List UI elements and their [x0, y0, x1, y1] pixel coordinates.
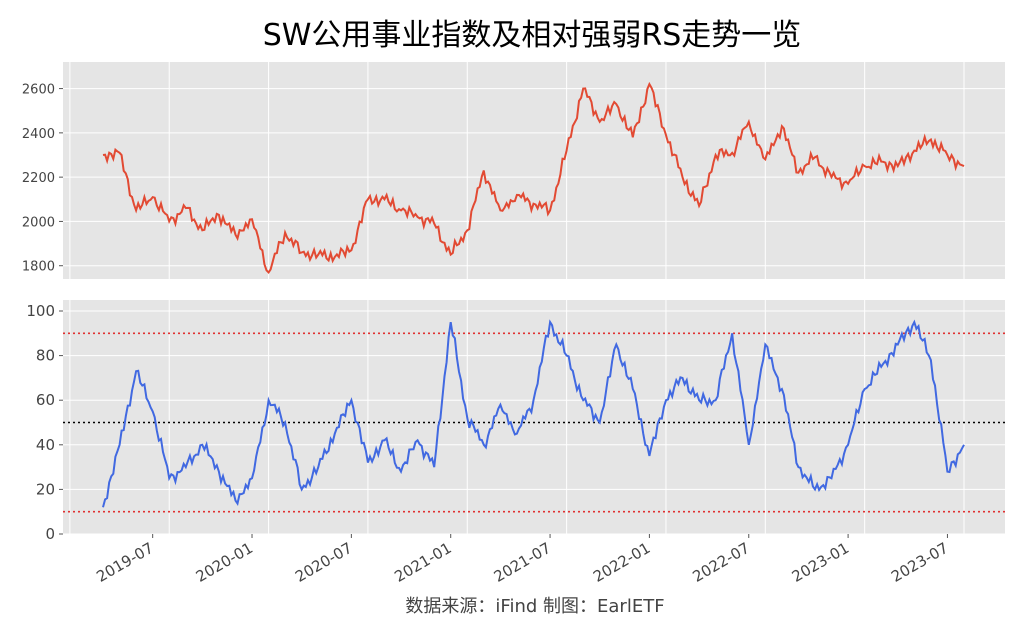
rs-series-line	[102, 319, 965, 508]
lower-y-tick-label: 100	[26, 302, 55, 320]
source-note: 数据来源：iFind 制图：EarlETF	[405, 596, 664, 617]
chart-title: SW公用事业指数及相对强弱RS走势一览	[263, 18, 802, 53]
upper-plot-area	[63, 62, 1005, 279]
x-tick-label: 2020-01	[193, 539, 256, 586]
lower-y-tick-label: 0	[45, 525, 55, 543]
x-tick-label: 2021-07	[491, 539, 554, 586]
upper-y-axis: 1800 2000 2200 2400 2600	[22, 83, 63, 275]
x-tick-label: 2021-01	[391, 539, 454, 586]
upper-y-tick-label: 2000	[22, 215, 55, 230]
x-tick-label: 2022-07	[689, 539, 752, 586]
lower-y-tick-label: 80	[36, 347, 55, 365]
lower-y-tick-label: 20	[36, 480, 55, 498]
lower-plot-area	[63, 300, 1005, 534]
index-series-line	[102, 81, 965, 274]
upper-y-tick-label: 2400	[22, 127, 55, 142]
x-tick-label: 2019-07	[93, 539, 156, 586]
x-tick-label: 2020-07	[292, 539, 355, 586]
x-tick-label: 2023-07	[888, 539, 951, 586]
lower-y-axis: 0 20 40 60 80 100	[26, 302, 63, 543]
upper-y-tick-label: 2200	[22, 171, 55, 186]
x-axis: 2019-07 2020-01 2020-07 2021-01 2021-07 2022-…	[93, 534, 951, 586]
lower-y-tick-label: 60	[36, 391, 55, 409]
upper-y-tick-label: 1800	[22, 260, 55, 275]
reference-lines	[63, 332, 1005, 513]
x-tick-label: 2023-01	[789, 539, 852, 586]
upper-y-tick-label: 2600	[22, 83, 55, 98]
x-tick-label: 2022-01	[590, 539, 653, 586]
lower-y-tick-label: 40	[36, 436, 55, 454]
